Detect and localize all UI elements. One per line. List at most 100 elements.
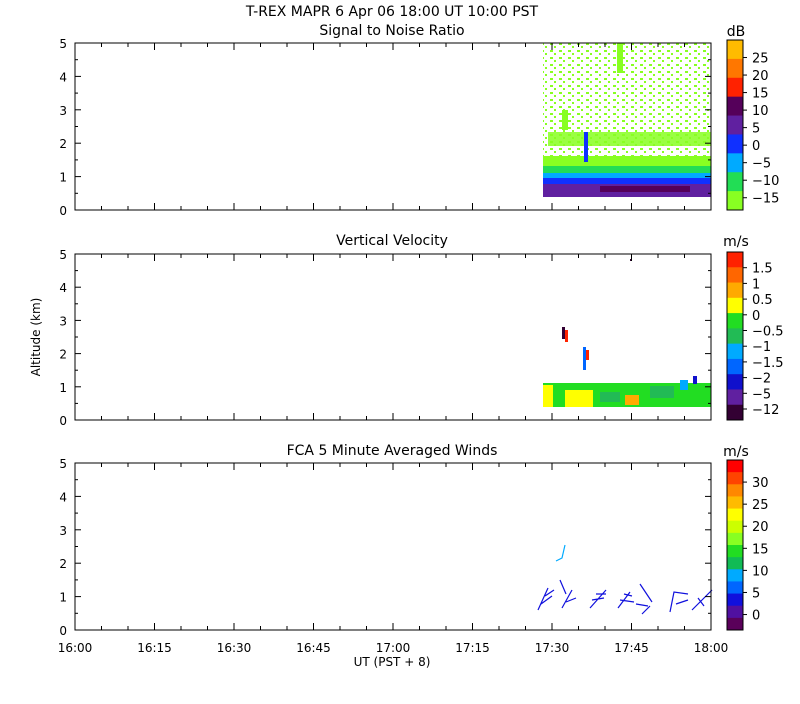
y-tick-label: 4	[59, 70, 67, 84]
y-tick-label: 4	[59, 490, 67, 504]
y-tick-label: 0	[59, 204, 67, 218]
y-tick-label: 5	[59, 248, 67, 262]
y-tick-label: 2	[59, 137, 67, 151]
wind-barb	[537, 587, 555, 611]
colorbar-segment	[727, 282, 743, 299]
colorbar-segment	[727, 374, 743, 390]
colorbar-segment	[727, 593, 743, 607]
snr-patchy-region	[543, 43, 711, 166]
colorbar-segment	[727, 520, 743, 534]
axes-layer: 0 1 2 3 4 5 0 1 2 3 4 5 0 1 2 3 4 5 16:00 16:15 16:30 16:45 17…	[58, 37, 729, 655]
colorbar-label: 5	[752, 122, 760, 137]
colorbar-frame	[726, 459, 744, 631]
x-tick-label: 16:30	[217, 641, 252, 655]
colorbar-segment	[727, 252, 743, 268]
vv-layer-patch-5	[693, 376, 697, 384]
vv-layer-patch-4	[680, 380, 688, 390]
colorbar-segment	[727, 153, 743, 173]
y-tick-label: 4	[59, 281, 67, 295]
panel-title-winds: FCA 5 Minute Averaged Winds	[287, 443, 498, 459]
vv-layer-patch-2	[625, 395, 639, 405]
colorbar-unit-snr: dB	[727, 24, 746, 40]
panel-title-snr: Signal to Noise Ratio	[319, 23, 464, 39]
y-tick-label: 1	[59, 381, 67, 395]
x-tick-label: 16:45	[296, 641, 331, 655]
colorbar-segment	[727, 557, 743, 570]
snr-cloud-band	[548, 132, 711, 146]
colorbar-label: 5	[752, 586, 760, 601]
colorbar-label: 10	[752, 564, 769, 579]
colorbar-segment	[727, 297, 743, 314]
colorbar-unit-winds: m/s	[723, 444, 749, 460]
colorbar-segment	[727, 96, 743, 117]
colorbar-label: 15	[752, 542, 769, 557]
x-tick-label: 17:00	[376, 641, 411, 655]
colorbar-segment	[727, 404, 743, 421]
colorbar-label: −5	[752, 387, 771, 402]
colorbar-label: 20	[752, 69, 769, 84]
snr-layer-dark	[600, 186, 690, 192]
y-axis-label: Altitude (km)	[29, 298, 43, 377]
colorbar-segment	[727, 496, 743, 510]
colorbar-label: 15	[752, 87, 769, 102]
vv-feature-1	[562, 327, 565, 339]
y-tick-label: 0	[59, 624, 67, 638]
colorbar-segment	[727, 343, 743, 360]
snr-layer-upper	[543, 156, 711, 166]
snr-column-feature-2	[562, 110, 568, 130]
x-tick-label: 17:30	[535, 641, 570, 655]
y-tick-label: 2	[59, 557, 67, 571]
x-axis-label: UT (PST + 8)	[354, 655, 431, 669]
snr-layer-blue	[543, 178, 711, 184]
colorbar-segment	[727, 40, 743, 60]
colorbar-label: 25	[752, 498, 769, 513]
colorbar-segment	[727, 484, 743, 497]
colorbar-segment	[727, 358, 743, 375]
colorbar-label: −15	[752, 192, 779, 207]
colorbar-label: 0.5	[752, 293, 773, 308]
wind-barb	[635, 583, 653, 615]
y-tick-label: 5	[59, 37, 67, 51]
colorbar-layer: 2520151050−5−10−151.510.50−0.5−1−1.5−2−5…	[726, 39, 784, 631]
wind-barb	[589, 589, 607, 609]
colorbar-label: 0	[752, 139, 760, 154]
snr-layer-green	[543, 166, 711, 173]
colorbar-segment	[727, 569, 743, 582]
plot-frame	[74, 462, 712, 631]
vv-layer-yellow-left	[543, 385, 553, 407]
colorbar-segment	[727, 328, 743, 345]
colorbar-segment	[727, 460, 743, 473]
colorbar-label: −1.5	[752, 356, 784, 371]
colorbar-label: 0	[752, 609, 760, 624]
colorbar-unit-velocity: m/s	[723, 234, 749, 250]
colorbar-segment	[727, 134, 743, 154]
wind-barb	[555, 544, 566, 562]
x-tick-label: 16:00	[58, 641, 93, 655]
colorbar-frame	[726, 39, 744, 211]
colorbar-segment	[727, 532, 743, 546]
colorbar-segment	[727, 508, 743, 522]
y-tick-label: 3	[59, 104, 67, 118]
colorbar-segment	[727, 617, 743, 631]
colorbar-segment	[727, 472, 743, 485]
vv-feature-2b	[586, 350, 589, 360]
colorbar-label: 1.5	[752, 262, 773, 277]
colorbar-label: −0.5	[752, 325, 784, 340]
colorbar-label: 20	[752, 520, 769, 535]
colorbar-label: 1	[752, 277, 760, 292]
colorbar-segment	[727, 389, 743, 406]
colorbar-label: 25	[752, 52, 769, 67]
wind-barb	[669, 591, 689, 613]
vv-layer-patch-3	[650, 386, 674, 398]
y-tick-label: 2	[59, 348, 67, 362]
colorbar-segment	[727, 58, 743, 79]
colorbar-segment	[727, 545, 743, 558]
wind-barbs	[537, 544, 713, 615]
snr-layer-cyan	[543, 173, 711, 178]
colorbar-segment	[727, 605, 743, 619]
snr-data	[543, 43, 711, 197]
colorbar-label: −10	[752, 174, 779, 189]
colorbar-label: −1	[752, 340, 771, 355]
wind-barb	[691, 589, 713, 611]
